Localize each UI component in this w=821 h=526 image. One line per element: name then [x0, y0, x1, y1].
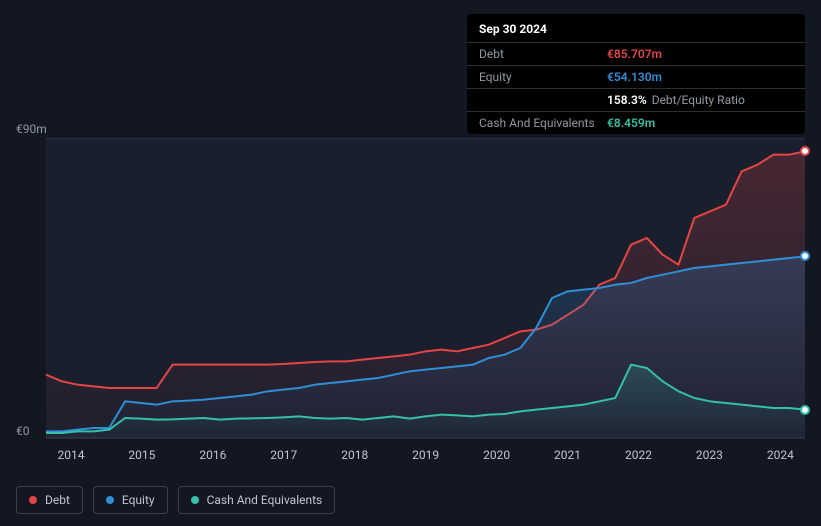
x-tick-label: 2024: [767, 448, 794, 462]
legend-dot: [29, 496, 37, 504]
x-tick-label: 2022: [625, 448, 652, 462]
line-chart: [16, 138, 805, 460]
tooltip-row: 158.3% Debt/Equity Ratio: [467, 88, 805, 111]
tooltip-row-suffix: Debt/Equity Ratio: [652, 93, 745, 107]
legend-label: Debt: [45, 493, 70, 507]
legend-item[interactable]: Equity: [93, 486, 168, 514]
x-tick-label: 2020: [483, 448, 510, 462]
legend: Debt Equity Cash And Equivalents: [16, 486, 335, 514]
x-tick-label: 2021: [554, 448, 581, 462]
y-axis-label-top: €90m: [16, 122, 47, 136]
tooltip-row-label: Debt: [479, 47, 607, 61]
tooltip-row: Equity€54.130m: [467, 65, 805, 88]
x-tick-label: 2018: [341, 448, 368, 462]
tooltip-panel: Sep 30 2024 Debt€85.707mEquity€54.130m15…: [467, 14, 805, 134]
x-tick-label: 2023: [696, 448, 723, 462]
legend-label: Equity: [122, 493, 155, 507]
legend-item[interactable]: Cash And Equivalents: [178, 486, 336, 514]
series-end-marker: [800, 146, 810, 156]
x-tick-label: 2016: [199, 448, 226, 462]
series-end-marker: [800, 251, 810, 261]
tooltip-row-value: 158.3%: [607, 93, 647, 107]
series-end-marker: [800, 405, 810, 415]
x-tick-label: 2015: [128, 448, 155, 462]
legend-item[interactable]: Debt: [16, 486, 83, 514]
tooltip-row: Debt€85.707m: [467, 42, 805, 65]
x-tick-label: 2019: [412, 448, 439, 462]
tooltip-row-value: €54.130m: [607, 70, 662, 84]
tooltip-date: Sep 30 2024: [467, 14, 805, 42]
tooltip-row-value: €85.707m: [607, 47, 662, 61]
legend-dot: [191, 496, 199, 504]
tooltip-row-label: Equity: [479, 70, 607, 84]
x-tick-label: 2017: [270, 448, 297, 462]
legend-label: Cash And Equivalents: [207, 493, 323, 507]
chart-area: €90m €0 20142015201620172018201920202021…: [16, 120, 805, 500]
x-tick-label: 2014: [58, 448, 85, 462]
legend-dot: [106, 496, 114, 504]
